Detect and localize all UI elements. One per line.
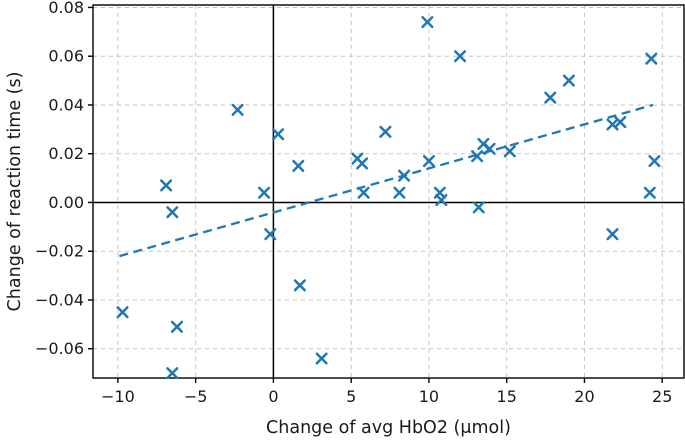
y-tick-label: −0.06 xyxy=(35,339,84,358)
data-point-marker xyxy=(292,159,305,172)
data-point-marker xyxy=(471,150,484,163)
x-tick-label: 10 xyxy=(419,387,439,406)
x-axis-label: Change of avg HbO2 (μmol) xyxy=(266,418,511,438)
x-tick-label: 5 xyxy=(346,387,356,406)
data-point-marker xyxy=(606,228,619,241)
trend-line xyxy=(119,103,654,258)
data-point-marker xyxy=(483,142,496,155)
data-point-marker xyxy=(562,74,575,87)
data-point-marker xyxy=(356,157,369,170)
data-point-marker xyxy=(231,103,244,116)
data-point-marker xyxy=(643,186,656,199)
data-point-marker xyxy=(453,50,467,63)
x-tick-label: 0 xyxy=(268,387,278,406)
zero-lines xyxy=(93,5,684,378)
data-point-marker xyxy=(357,186,370,199)
data-point-marker xyxy=(166,206,179,219)
x-tick-label: 25 xyxy=(652,387,672,406)
data-point-marker xyxy=(264,228,277,241)
data-point-marker xyxy=(293,279,306,292)
data-point-marker xyxy=(398,169,411,182)
y-tick-label: 0.08 xyxy=(48,0,84,17)
data-point-marker xyxy=(435,193,448,207)
data-point-marker xyxy=(614,115,627,129)
scatter-points xyxy=(116,16,661,380)
y-tick-label: −0.02 xyxy=(35,242,84,261)
x-tick-label: −5 xyxy=(184,387,208,406)
data-point-marker xyxy=(379,125,392,138)
data-point-marker xyxy=(544,91,557,104)
y-axis-label: Change of reaction time (s) xyxy=(5,72,25,312)
data-point-marker xyxy=(258,186,271,199)
y-tick-label: 0.02 xyxy=(48,144,84,163)
axis-ticks: −10 −5 0 5 10 15 20 25 0.08 0.06 0.04 0.02 0.00 −0.02… xyxy=(35,0,672,406)
data-point-marker xyxy=(116,306,129,319)
y-tick-label: 0.06 xyxy=(48,47,84,66)
data-point-marker xyxy=(170,320,184,333)
x-tick-label: −10 xyxy=(101,387,135,406)
data-point-marker xyxy=(272,128,285,141)
data-point-marker xyxy=(315,352,328,365)
data-point-marker xyxy=(166,367,179,380)
y-tick-label: 0.04 xyxy=(48,95,84,114)
x-tick-label: 15 xyxy=(497,387,517,406)
data-point-marker xyxy=(645,52,658,65)
data-point-marker xyxy=(648,154,661,168)
data-point-marker xyxy=(503,145,516,158)
y-tick-label: −0.04 xyxy=(35,290,84,309)
data-point-marker xyxy=(421,16,434,29)
axes-spines xyxy=(92,4,685,379)
y-tick-label: 0.00 xyxy=(48,193,84,212)
data-point-marker xyxy=(393,186,406,199)
data-point-marker xyxy=(160,179,173,192)
data-point-marker xyxy=(422,154,435,168)
x-tick-label: 20 xyxy=(574,387,594,406)
data-point-marker xyxy=(472,201,485,214)
